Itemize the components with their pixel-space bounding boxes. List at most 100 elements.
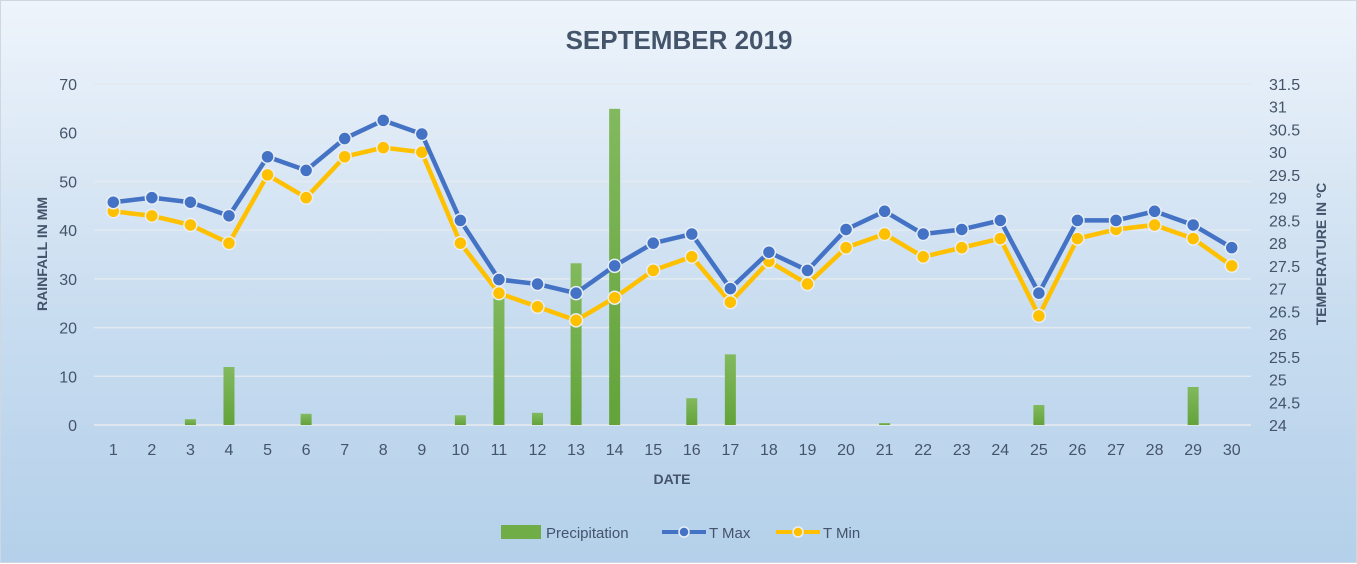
x-tick-label: 4 — [225, 442, 234, 459]
x-tick-label: 17 — [721, 442, 739, 459]
x-tick-label: 28 — [1146, 442, 1164, 459]
x-tick-label: 30 — [1223, 442, 1241, 459]
x-tick-label: 14 — [606, 442, 624, 459]
x-tick-label: 6 — [302, 442, 311, 459]
t-max-point — [761, 244, 777, 260]
y2-tick-label: 26.5 — [1269, 304, 1300, 321]
x-tick-label: 21 — [876, 442, 894, 459]
y2-tick-label: 24 — [1269, 418, 1287, 435]
y-axis-title: RAINFALL IN MM — [34, 197, 50, 311]
x-tick-label: 22 — [914, 442, 932, 459]
x-tick-label: 7 — [340, 442, 349, 459]
x-tick-label: 26 — [1069, 442, 1087, 459]
y2-tick-label: 28.5 — [1269, 213, 1300, 230]
t-max-point — [106, 194, 121, 210]
t-max-point — [298, 163, 314, 178]
chart-title: SEPTEMBER 2019 — [566, 25, 793, 55]
t-max-point — [954, 222, 969, 237]
t-max-point — [376, 113, 391, 128]
x-tick-label: 12 — [529, 442, 547, 459]
x-tick-label: 9 — [417, 442, 426, 459]
t-min-point — [1070, 231, 1085, 246]
legend-swatch-precipitation — [501, 525, 541, 539]
y2-tick-label: 28 — [1269, 236, 1287, 253]
precipitation-bar — [532, 412, 544, 425]
legend-marker-tmax — [678, 526, 690, 538]
x-tick-label: 16 — [683, 442, 701, 459]
t-min-point — [376, 140, 391, 155]
y2-tick-label: 30.5 — [1269, 122, 1300, 139]
t-min-point — [607, 290, 622, 305]
y2-axis-title: TEMPERATURE IN ºC — [1313, 183, 1329, 326]
y-tick-label: 30 — [59, 272, 77, 289]
t-min-point — [491, 285, 507, 301]
t-min-line — [113, 145, 1234, 323]
t-max-point — [1147, 204, 1162, 219]
gridlines — [94, 83, 1251, 426]
y-tick-label: 40 — [59, 223, 77, 240]
t-min-point — [183, 217, 198, 233]
x-axis-ticks: 1 2 3 4 5 6 7 8 9 10 11 12 13 14 15 16 17 18 19 20 21 22 23 24 2… — [109, 442, 1241, 459]
t-max-point — [337, 131, 352, 146]
t-max-point — [645, 235, 661, 251]
t-min-point — [337, 149, 352, 164]
t-min-point — [1185, 231, 1201, 246]
precipitation-bar — [300, 413, 312, 425]
x-tick-label: 20 — [837, 442, 855, 459]
precipitation-bar — [879, 423, 891, 425]
t-max-point — [144, 190, 160, 205]
y-tick-label: 10 — [59, 369, 77, 386]
t-min-point — [1224, 258, 1239, 274]
t-max-point — [183, 194, 198, 210]
precipitation-bar — [223, 367, 235, 425]
y2-tick-label: 24.5 — [1269, 395, 1300, 412]
t-min-point — [530, 299, 545, 315]
t-max-point — [260, 149, 275, 164]
x-axis-title: DATE — [653, 471, 690, 487]
x-tick-label: 15 — [644, 442, 662, 459]
y-tick-label: 60 — [59, 126, 77, 143]
y-tick-label: 0 — [68, 418, 77, 435]
t-max-point — [414, 126, 430, 142]
precipitation-bar — [493, 288, 505, 425]
t-min-point — [568, 313, 584, 328]
y2-tick-label: 25 — [1269, 373, 1287, 390]
precipitation-bar — [724, 354, 736, 425]
x-tick-label: 13 — [567, 442, 585, 459]
precipitation-bar — [686, 398, 698, 425]
t-max-point — [1031, 285, 1047, 301]
y2-tick-label: 30 — [1269, 145, 1287, 162]
precipitation-bar — [184, 419, 196, 425]
x-tick-label: 25 — [1030, 442, 1048, 459]
legend-marker-tmin — [792, 526, 804, 538]
x-tick-label: 3 — [186, 442, 195, 459]
y2-tick-label: 25.5 — [1269, 350, 1300, 367]
legend: Precipitation T Max T Min — [501, 525, 860, 542]
x-tick-label: 2 — [147, 442, 156, 459]
t-max-point — [915, 226, 931, 242]
left-axis-ticks: 0 10 20 30 40 50 60 70 — [59, 77, 77, 435]
x-tick-label: 24 — [991, 442, 1009, 459]
y2-tick-label: 31.5 — [1269, 77, 1300, 94]
t-min-point — [144, 208, 160, 224]
precipitation-bar — [1033, 405, 1045, 425]
t-max-point — [221, 208, 237, 224]
precipitation-bar — [570, 263, 582, 425]
y2-tick-label: 29 — [1269, 191, 1287, 208]
t-max-point — [491, 272, 507, 287]
precipitation-bar — [454, 415, 466, 425]
t-min-point — [954, 240, 969, 255]
y2-tick-label: 26 — [1269, 327, 1287, 344]
t-min-point — [260, 167, 275, 183]
x-tick-label: 8 — [379, 442, 388, 459]
t-max-point — [568, 285, 584, 301]
t-max-point — [838, 222, 854, 237]
t-max-point — [453, 213, 468, 228]
y2-tick-label: 29.5 — [1269, 168, 1300, 185]
t-max-point — [1108, 213, 1124, 228]
t-max-point — [607, 258, 622, 274]
legend-label-precipitation: Precipitation — [546, 525, 629, 542]
t-min-point — [915, 249, 931, 265]
